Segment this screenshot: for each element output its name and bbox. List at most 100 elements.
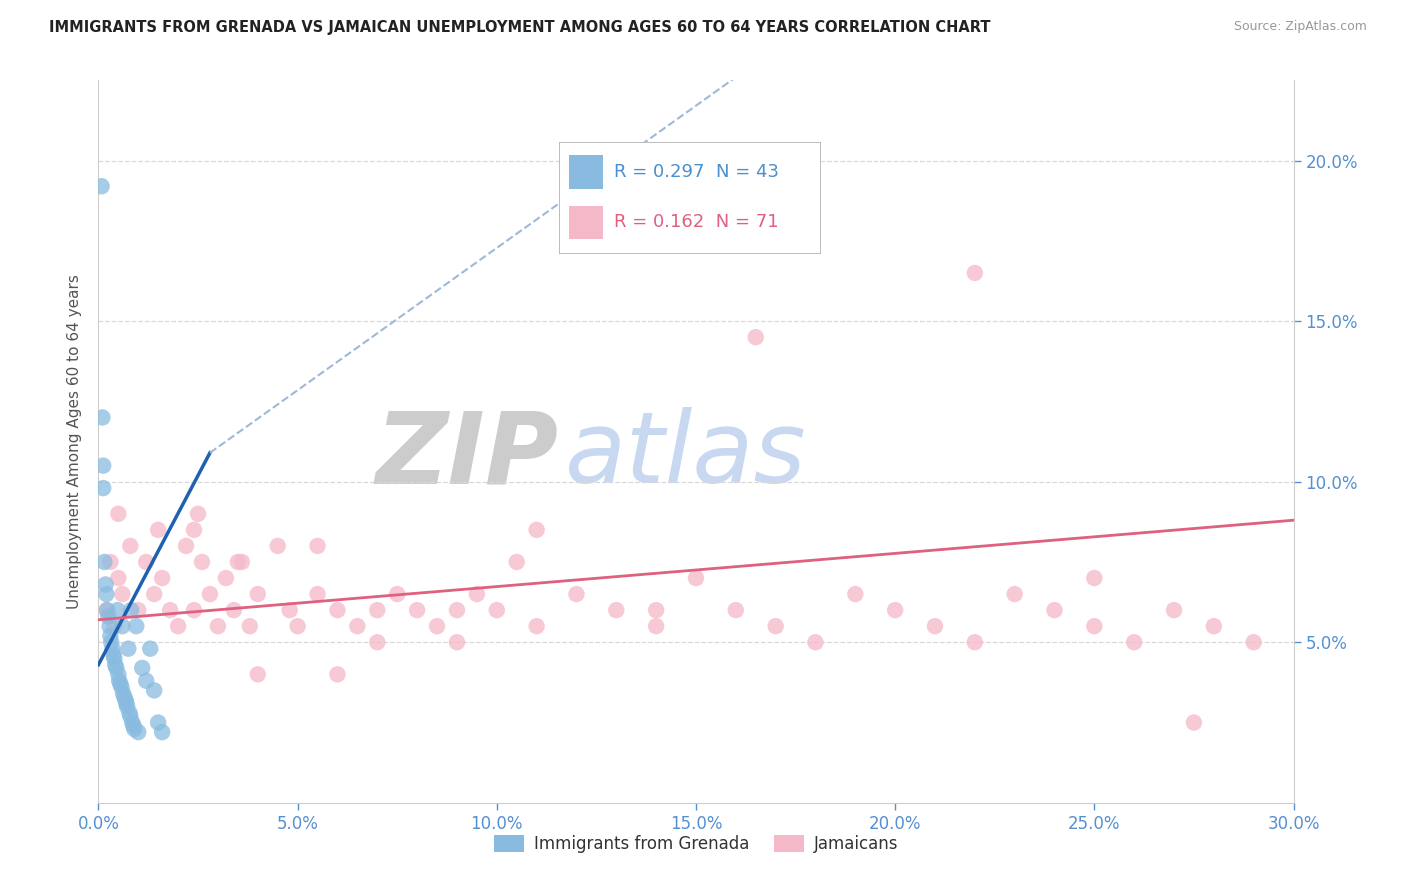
Point <box>267 539 290 553</box>
Point <box>150 571 173 585</box>
Text: IMMIGRANTS FROM GRENADA VS JAMAICAN UNEMPLOYMENT AMONG AGES 60 TO 64 YEARS CORRE: IMMIGRANTS FROM GRENADA VS JAMAICAN UNEM… <box>49 20 991 35</box>
Point <box>307 539 329 553</box>
Point <box>215 571 238 585</box>
Point <box>963 266 986 280</box>
Point <box>844 587 866 601</box>
Point <box>366 603 388 617</box>
Point <box>127 725 149 739</box>
Point <box>114 693 136 707</box>
Point <box>131 661 153 675</box>
Point <box>148 715 170 730</box>
Point <box>148 523 170 537</box>
Point <box>526 619 548 633</box>
Point <box>385 587 409 601</box>
Point <box>111 619 134 633</box>
Point <box>765 619 787 633</box>
Point <box>222 603 245 617</box>
Point <box>745 330 768 344</box>
Point <box>110 680 132 694</box>
Point <box>107 571 129 585</box>
Point <box>804 635 827 649</box>
Point <box>115 696 138 710</box>
Point <box>645 619 668 633</box>
Point <box>485 603 508 617</box>
Point <box>246 587 269 601</box>
Point <box>465 587 488 601</box>
Point <box>565 587 588 601</box>
Point <box>98 555 122 569</box>
Point <box>91 458 114 473</box>
Point <box>506 555 529 569</box>
Point <box>112 687 135 701</box>
Point <box>96 587 118 601</box>
Point <box>110 677 132 691</box>
Point <box>605 603 627 617</box>
Point <box>121 715 143 730</box>
Point <box>107 667 129 681</box>
Point <box>93 555 115 569</box>
Point <box>366 635 388 649</box>
Point <box>150 725 173 739</box>
Point <box>963 635 986 649</box>
Point <box>1083 571 1105 585</box>
Point <box>91 481 114 495</box>
Point <box>103 648 125 662</box>
Point <box>127 603 149 617</box>
Point <box>446 635 468 649</box>
Point <box>287 619 309 633</box>
Y-axis label: Unemployment Among Ages 60 to 64 years: Unemployment Among Ages 60 to 64 years <box>66 274 82 609</box>
Point <box>103 651 125 665</box>
Point <box>115 699 138 714</box>
Point <box>111 587 134 601</box>
Point <box>326 603 349 617</box>
Point <box>426 619 449 633</box>
Point <box>112 690 135 704</box>
Point <box>135 673 157 688</box>
Point <box>120 709 142 723</box>
Point <box>724 603 747 617</box>
Point <box>406 603 429 617</box>
Point <box>645 603 668 617</box>
Text: ZIP: ZIP <box>375 408 558 505</box>
Point <box>278 603 301 617</box>
Point <box>159 603 181 617</box>
Point <box>346 619 368 633</box>
Point <box>125 619 148 633</box>
Point <box>124 722 146 736</box>
Point <box>174 539 197 553</box>
Text: atlas: atlas <box>565 408 806 505</box>
Point <box>94 577 117 591</box>
Point <box>98 619 121 633</box>
Text: Source: ZipAtlas.com: Source: ZipAtlas.com <box>1233 20 1367 33</box>
Point <box>1202 619 1225 633</box>
Point <box>226 555 249 569</box>
Point <box>1182 715 1205 730</box>
Point <box>326 667 349 681</box>
Point <box>120 603 142 617</box>
Point <box>96 603 118 617</box>
Point <box>105 661 128 675</box>
Point <box>231 555 253 569</box>
Point <box>107 507 129 521</box>
Point <box>117 641 139 656</box>
Point <box>246 667 269 681</box>
Point <box>107 603 129 617</box>
Point <box>446 603 468 617</box>
Point <box>1163 603 1185 617</box>
Point <box>108 673 131 688</box>
Point <box>1004 587 1026 601</box>
Point <box>884 603 907 617</box>
Point <box>143 683 166 698</box>
Point <box>526 523 548 537</box>
Point <box>239 619 262 633</box>
Point <box>97 609 120 624</box>
Point <box>1123 635 1146 649</box>
Point <box>207 619 229 633</box>
Point <box>91 410 114 425</box>
Point <box>104 657 127 672</box>
Point <box>1043 603 1066 617</box>
Point <box>183 603 205 617</box>
Point <box>100 635 122 649</box>
Point <box>167 619 190 633</box>
Point <box>143 587 166 601</box>
